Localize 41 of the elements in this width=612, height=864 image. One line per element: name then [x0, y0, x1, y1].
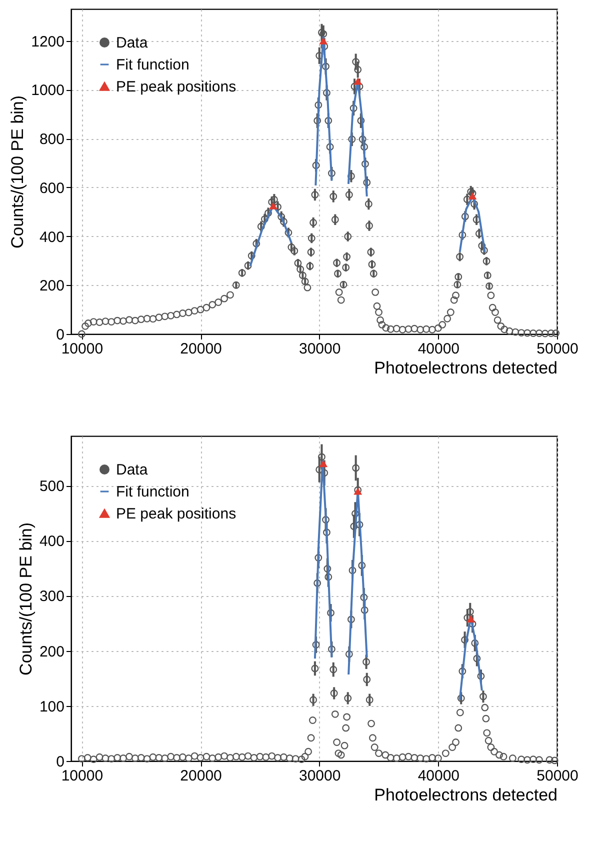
x-tick-label: 10000: [61, 768, 104, 784]
y-tick-label: 600: [39, 180, 64, 197]
legend-label: Data: [116, 34, 148, 52]
x-axis-title: Photoelectrons detected: [374, 786, 558, 804]
point: [468, 192, 477, 200]
y-tick-label: 100: [39, 698, 64, 716]
y-tick-label: 0: [56, 754, 64, 770]
x-tick-label: 40000: [418, 768, 460, 784]
y-tick-label: 200: [39, 643, 64, 660]
legend-label: Fit function: [116, 56, 190, 74]
line-series: [314, 36, 333, 186]
line-series: [314, 460, 333, 660]
y-tick-label: 400: [39, 228, 64, 246]
y-tick-label: 800: [39, 131, 64, 148]
x-tick-label: 20000: [180, 340, 222, 358]
x-axis-title: Photoelectrons detected: [374, 358, 558, 378]
legend-label: Fit function: [116, 484, 190, 500]
legend-label: PE peak positions: [116, 78, 236, 96]
point: [319, 460, 328, 468]
x-tick-label: 40000: [418, 340, 460, 358]
y-axis-title: Counts/(100 PE bin): [8, 95, 28, 249]
y-tick-label: 1000: [31, 82, 64, 100]
y-tick-label: 400: [39, 533, 64, 550]
x-tick-label: 50000: [536, 340, 578, 358]
point: [466, 615, 476, 623]
x-tick-label: 20000: [180, 768, 222, 784]
legend-label: Data: [116, 462, 148, 478]
y-tick-label: 0: [56, 326, 64, 344]
y-tick-label: 1200: [31, 33, 64, 50]
x-tick-label: 50000: [536, 768, 578, 784]
x-tick-label: 10000: [61, 340, 104, 358]
point: [319, 37, 328, 44]
y-tick-label: 500: [39, 478, 64, 496]
x-tick-label: 30000: [298, 340, 341, 358]
x-tick-label: 30000: [298, 768, 341, 784]
y-axis-title: Counts/(100 PE bin): [16, 522, 36, 676]
point: [354, 77, 362, 85]
y-tick-label: 300: [39, 588, 64, 606]
legend-label: PE peak positions: [116, 506, 236, 522]
y-tick-label: 200: [39, 278, 64, 295]
point: [269, 202, 278, 210]
